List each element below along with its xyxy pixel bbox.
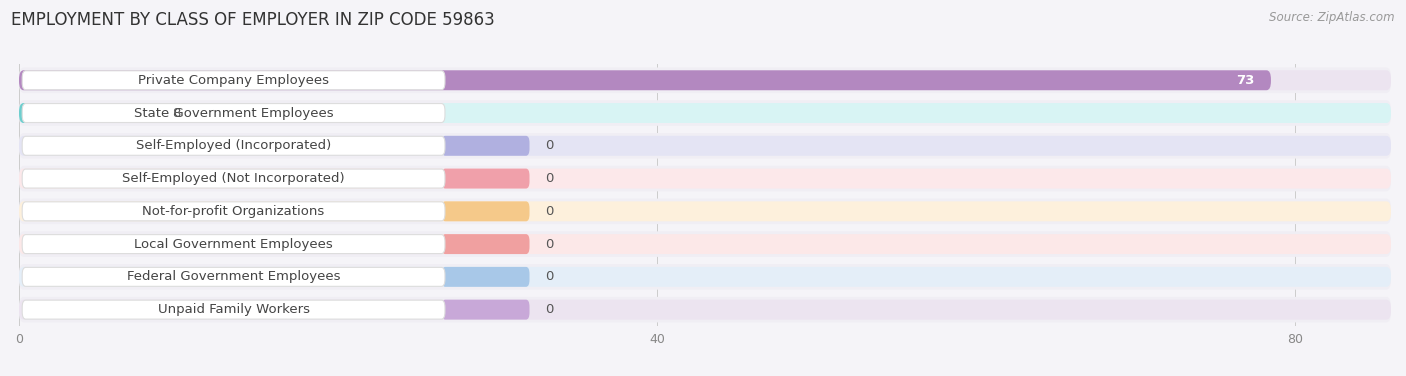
Text: 0: 0 bbox=[546, 205, 554, 218]
Text: Federal Government Employees: Federal Government Employees bbox=[127, 270, 340, 284]
FancyBboxPatch shape bbox=[20, 133, 1391, 159]
FancyBboxPatch shape bbox=[22, 136, 444, 155]
Text: 8: 8 bbox=[172, 106, 180, 120]
FancyBboxPatch shape bbox=[20, 70, 1271, 90]
Text: 73: 73 bbox=[1237, 74, 1256, 87]
Text: 0: 0 bbox=[546, 270, 554, 284]
Text: Unpaid Family Workers: Unpaid Family Workers bbox=[157, 303, 309, 316]
FancyBboxPatch shape bbox=[20, 264, 1391, 290]
Text: 0: 0 bbox=[546, 303, 554, 316]
Text: Self-Employed (Not Incorporated): Self-Employed (Not Incorporated) bbox=[122, 172, 344, 185]
FancyBboxPatch shape bbox=[20, 100, 1391, 126]
FancyBboxPatch shape bbox=[20, 267, 1391, 287]
FancyBboxPatch shape bbox=[20, 168, 1391, 188]
FancyBboxPatch shape bbox=[441, 168, 530, 188]
FancyBboxPatch shape bbox=[22, 267, 444, 287]
FancyBboxPatch shape bbox=[20, 202, 1391, 221]
Text: Source: ZipAtlas.com: Source: ZipAtlas.com bbox=[1270, 11, 1395, 24]
Text: 0: 0 bbox=[546, 238, 554, 250]
Text: Self-Employed (Incorporated): Self-Employed (Incorporated) bbox=[136, 139, 332, 152]
FancyBboxPatch shape bbox=[441, 136, 530, 156]
FancyBboxPatch shape bbox=[441, 202, 530, 221]
FancyBboxPatch shape bbox=[22, 169, 444, 188]
Text: Private Company Employees: Private Company Employees bbox=[138, 74, 329, 87]
FancyBboxPatch shape bbox=[20, 234, 1391, 254]
FancyBboxPatch shape bbox=[20, 103, 156, 123]
FancyBboxPatch shape bbox=[20, 231, 1391, 257]
Text: Not-for-profit Organizations: Not-for-profit Organizations bbox=[142, 205, 325, 218]
FancyBboxPatch shape bbox=[441, 267, 530, 287]
FancyBboxPatch shape bbox=[22, 103, 444, 123]
FancyBboxPatch shape bbox=[22, 300, 444, 319]
Text: 0: 0 bbox=[546, 139, 554, 152]
Text: Local Government Employees: Local Government Employees bbox=[134, 238, 333, 250]
FancyBboxPatch shape bbox=[22, 71, 444, 90]
Text: EMPLOYMENT BY CLASS OF EMPLOYER IN ZIP CODE 59863: EMPLOYMENT BY CLASS OF EMPLOYER IN ZIP C… bbox=[11, 11, 495, 29]
FancyBboxPatch shape bbox=[22, 202, 444, 221]
FancyBboxPatch shape bbox=[20, 300, 1391, 320]
FancyBboxPatch shape bbox=[20, 136, 1391, 156]
FancyBboxPatch shape bbox=[20, 166, 1391, 191]
FancyBboxPatch shape bbox=[441, 300, 530, 320]
FancyBboxPatch shape bbox=[20, 70, 1391, 90]
FancyBboxPatch shape bbox=[441, 234, 530, 254]
FancyBboxPatch shape bbox=[20, 199, 1391, 224]
Text: 0: 0 bbox=[546, 172, 554, 185]
FancyBboxPatch shape bbox=[20, 297, 1391, 322]
FancyBboxPatch shape bbox=[20, 103, 1391, 123]
Text: State Government Employees: State Government Employees bbox=[134, 106, 333, 120]
FancyBboxPatch shape bbox=[22, 235, 444, 253]
FancyBboxPatch shape bbox=[20, 67, 1391, 93]
